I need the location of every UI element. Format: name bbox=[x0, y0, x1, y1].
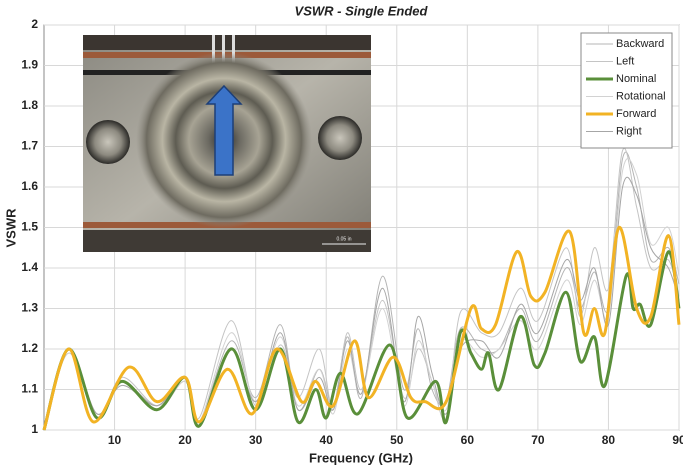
x-tick-label: 10 bbox=[108, 433, 122, 447]
x-tick-label: 70 bbox=[531, 433, 545, 447]
inset-photo: 0.05 in bbox=[83, 35, 371, 252]
series-line bbox=[42, 225, 681, 431]
photo-edge bbox=[83, 230, 371, 252]
screw bbox=[318, 116, 362, 160]
y-tick-label: 1.3 bbox=[21, 301, 38, 315]
legend: Backward Left Nominal Rotational Forward Righ… bbox=[580, 32, 673, 149]
y-tick-label: 1 bbox=[31, 422, 38, 436]
legend-label: Left bbox=[616, 55, 634, 67]
chart-title: VSWR - Single Ended bbox=[295, 3, 429, 18]
y-tick-label: 1.4 bbox=[21, 260, 38, 274]
y-tick-label: 1.1 bbox=[21, 382, 38, 396]
x-axis-label: Frequency (GHz) bbox=[309, 450, 413, 465]
x-tick-label: 40 bbox=[320, 433, 334, 447]
y-tick-label: 1.5 bbox=[21, 220, 38, 234]
screw bbox=[86, 120, 130, 164]
photo-edge bbox=[83, 35, 371, 50]
trace bbox=[222, 35, 225, 65]
y-tick-label: 1.6 bbox=[21, 179, 38, 193]
x-tick-label: 90 bbox=[672, 433, 683, 447]
scale-label: 0.05 in bbox=[336, 236, 351, 242]
legend-label: Right bbox=[616, 125, 642, 137]
legend-box bbox=[580, 32, 673, 149]
x-tick-label: 80 bbox=[602, 433, 616, 447]
lines bbox=[42, 147, 681, 431]
y-tick-label: 1.7 bbox=[21, 139, 38, 153]
direction-arrow bbox=[205, 84, 243, 176]
legend-label: Forward bbox=[616, 108, 656, 120]
y-tick-label: 1.9 bbox=[21, 58, 38, 72]
y-tick-label: 1.2 bbox=[21, 341, 38, 355]
x-tick-label: 20 bbox=[178, 433, 192, 447]
x-tick-label: 30 bbox=[249, 433, 263, 447]
trace bbox=[232, 35, 235, 65]
legend-label: Backward bbox=[616, 38, 664, 50]
x-tick-label: 60 bbox=[461, 433, 475, 447]
series-line bbox=[42, 250, 681, 431]
legend-label: Nominal bbox=[616, 73, 656, 85]
legend-label: Rotational bbox=[616, 90, 666, 102]
y-axis-label: VSWR bbox=[3, 208, 18, 248]
x-tick-label: 50 bbox=[390, 433, 404, 447]
trace bbox=[212, 35, 215, 65]
y-tick-label: 2 bbox=[31, 17, 38, 31]
y-tick-label: 1.8 bbox=[21, 98, 38, 112]
